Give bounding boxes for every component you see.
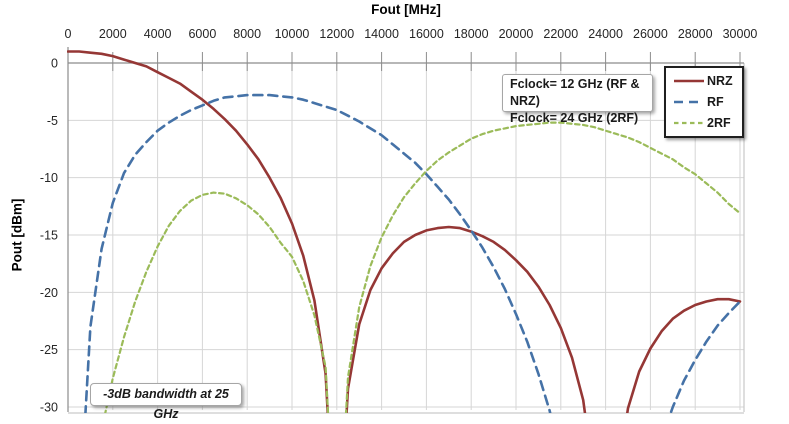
fclock-annotation: Fclock= 12 GHz (RF & NRZ) Fclock= 24 GHz… xyxy=(502,74,653,125)
x-tick-label: 16000 xyxy=(409,27,444,41)
x-tick-label: 22000 xyxy=(543,27,578,41)
legend-item-RF: RF xyxy=(673,95,739,109)
x-tick-label: 6000 xyxy=(188,27,216,41)
y-tick-label: -5 xyxy=(47,114,58,128)
x-tick-label: 30000 xyxy=(723,27,758,41)
x-tick-label: 0 xyxy=(65,27,72,41)
x-tick-label: 26000 xyxy=(633,27,668,41)
y-tick-label: -25 xyxy=(40,343,58,357)
x-tick-label: 8000 xyxy=(233,27,261,41)
x-tick-label: 20000 xyxy=(499,27,534,41)
y-tick-label: 0 xyxy=(51,57,58,71)
x-tick-label: 10000 xyxy=(275,27,310,41)
x-tick-label: 12000 xyxy=(319,27,354,41)
x-tick-label: 14000 xyxy=(364,27,399,41)
legend: NRZ RF 2RF xyxy=(664,66,744,138)
legend-item-2RF: 2RF xyxy=(673,116,739,130)
legend-item-NRZ: NRZ xyxy=(673,74,739,88)
y-tick-label: -30 xyxy=(40,401,58,415)
y-tick-label: -15 xyxy=(40,229,58,243)
series-line-RF xyxy=(84,93,742,413)
y-tick-label: -10 xyxy=(40,171,58,185)
x-tick-label: 28000 xyxy=(678,27,713,41)
bandwidth-annotation: -3dB bandwidth at 25 GHz xyxy=(90,383,242,421)
series-line-NRZ xyxy=(67,50,742,413)
x-tick-label: 18000 xyxy=(454,27,489,41)
legend-swatch-2RF xyxy=(674,122,704,125)
y-axis-title: Pout [dBm] xyxy=(9,198,25,272)
legend-swatch-RF xyxy=(674,100,704,104)
x-tick-label: 24000 xyxy=(588,27,623,41)
legend-label-2RF: 2RF xyxy=(707,116,731,131)
legend-label-NRZ: NRZ xyxy=(707,73,733,88)
fclock-annotation-line2: Fclock= 24 GHz (2RF) xyxy=(510,111,639,125)
legend-label-RF: RF xyxy=(707,94,724,109)
x-axis-title: Fout [MHz] xyxy=(371,2,441,17)
x-tick-label: 4000 xyxy=(144,27,172,41)
x-tick-label: 2000 xyxy=(99,27,127,41)
series-line-2RF xyxy=(104,121,742,413)
legend-swatch-NRZ xyxy=(674,79,704,82)
fclock-annotation-line1: Fclock= 12 GHz (RF & NRZ) xyxy=(510,77,640,108)
y-tick-label: -20 xyxy=(40,286,58,300)
